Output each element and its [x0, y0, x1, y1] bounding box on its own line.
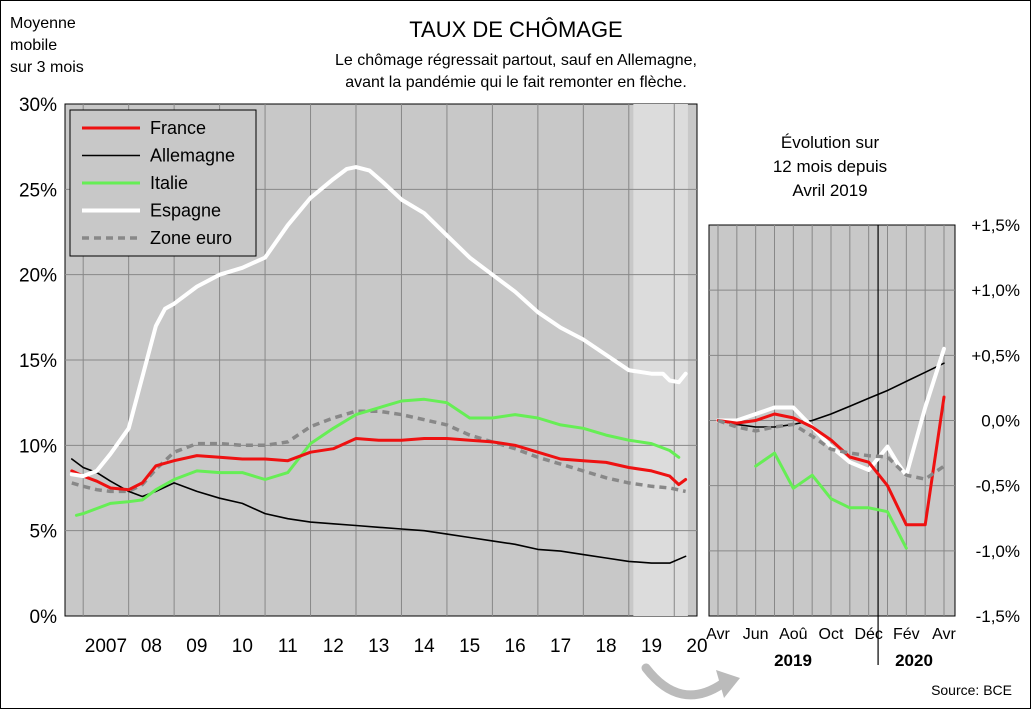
x-tick-label: 14 — [414, 636, 436, 657]
inset-series-line-france — [716, 395, 946, 527]
main-plot: 0% 5% 10% 15% 20% 25% 30% 2007 08 09 10 11 12 13 14 15 1… — [19, 95, 708, 657]
inset-y-tick-label: -0,5% — [976, 477, 1020, 496]
legend: France Allemagne Italie Espagne Zone euro — [69, 109, 257, 257]
inset-y-tick-label: +0,5% — [971, 346, 1020, 365]
inset-series-line-zone-euro — [717, 418, 945, 481]
y-tick-label: 0% — [30, 607, 58, 628]
inset-title-line2: 12 mois depuis — [773, 157, 887, 176]
inset-x-month-label: Aoû — [779, 626, 807, 643]
series-line-espagne — [69, 165, 688, 479]
y-unit-label-line2: mobile — [10, 37, 57, 54]
inset-x-month-label: Avr — [706, 626, 730, 643]
inset-y-tick-label: +1,0% — [971, 281, 1020, 300]
inset-x-month-label: Jun — [743, 626, 769, 643]
chart-title: TAUX DE CHÔMAGE — [409, 17, 623, 42]
y-tick-label: 30% — [19, 95, 57, 116]
y-tick-label: 10% — [19, 436, 57, 457]
inset-title-line1: Évolution sur — [781, 133, 880, 152]
y-tick-label: 15% — [19, 351, 57, 372]
y-unit-label-line1: Moyenne — [10, 15, 76, 32]
inset-x-year-label: 2020 — [895, 651, 933, 670]
inset-x-month-label: Oct — [819, 626, 844, 643]
legend-label-italie: Italie — [150, 173, 188, 193]
series-line-allemagne — [71, 458, 687, 564]
inset-y-tick-label: -1,0% — [976, 542, 1020, 561]
series-line-france — [70, 437, 688, 492]
x-tick-label: 13 — [368, 636, 389, 657]
source-note: Source: BCE — [931, 682, 1012, 698]
inset-x-month-label: Fév — [893, 626, 920, 643]
x-tick-label: 12 — [323, 636, 344, 657]
inset-plot: +1,5% +1,0% +0,5% 0,0% -0,5% -1,0% -1,5% Avr Jun… — [706, 216, 1020, 670]
inset-y-tick-label: +1,5% — [971, 216, 1020, 235]
legend-label-france: France — [150, 118, 206, 138]
y-tick-label: 20% — [19, 266, 57, 287]
x-tick-label: 17 — [550, 636, 571, 657]
y-unit-label-line3: sur 3 mois — [10, 59, 84, 76]
inset-series-line-allemagne — [717, 362, 945, 428]
inset-y-tick-label: -1,5% — [976, 607, 1020, 626]
inset-series-line-espagne — [716, 346, 946, 478]
x-tick-label: 08 — [141, 636, 162, 657]
inset-y-tick-label: 0,0% — [981, 412, 1020, 431]
legend-label-espagne: Espagne — [150, 201, 221, 221]
inset-series-line-italie — [754, 451, 908, 550]
chart-subtitle-line1: Le chômage régressait partout, sauf en A… — [335, 52, 697, 69]
legend-label-allemagne: Allemagne — [150, 146, 235, 166]
series-line-zone-euro — [71, 409, 686, 494]
x-tick-label: 19 — [641, 636, 662, 657]
x-tick-label: 2007 — [85, 636, 127, 657]
x-tick-label: 11 — [278, 636, 298, 657]
x-tick-label: 10 — [232, 636, 253, 657]
inset-x-year-label: 2019 — [774, 651, 812, 670]
y-tick-label: 25% — [19, 180, 57, 201]
inset-x-month-label: Avr — [932, 626, 956, 643]
series-line-italie — [74, 397, 681, 517]
x-tick-label: 09 — [186, 636, 207, 657]
chart-subtitle-line2: avant la pandémie qui le fait remonter e… — [345, 74, 687, 91]
inset-x-month-label: Déc — [854, 626, 882, 643]
curved-arrow-icon — [641, 663, 740, 700]
y-tick-label: 5% — [30, 522, 58, 543]
inset-title-line3: Avril 2019 — [792, 181, 867, 200]
x-tick-label: 18 — [595, 636, 616, 657]
x-tick-label: 16 — [505, 636, 526, 657]
x-tick-label: 20 — [686, 636, 707, 657]
x-tick-label: 15 — [459, 636, 480, 657]
legend-label-zone-euro: Zone euro — [150, 228, 232, 248]
